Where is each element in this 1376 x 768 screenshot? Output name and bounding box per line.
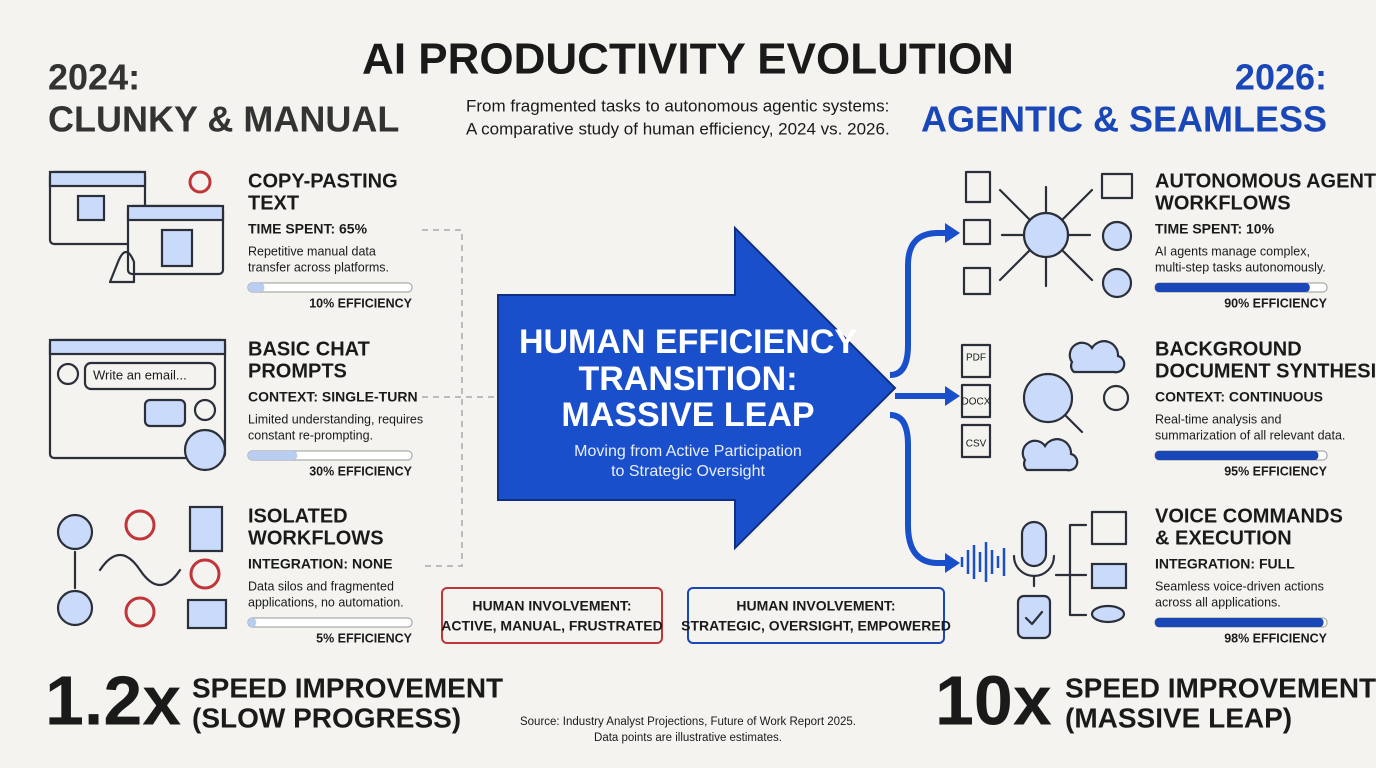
item-metric: TIME SPENT: 10% [1155,221,1275,237]
item-description: constant re-prompting. [248,428,373,442]
speed-factor: 10x [935,661,1052,739]
involvement-box [441,587,663,644]
item-title: ISOLATED [248,505,348,527]
item-metric: INTEGRATION: FULL [1155,556,1295,572]
efficiency-label: 10% EFFICIENCY [309,296,412,310]
item-title: BACKGROUND [1155,338,1302,360]
efficiency-bar [1155,618,1324,627]
item-title: BASIC CHAT [248,338,370,360]
item-description: transfer across platforms. [248,260,389,274]
efficiency-track [247,617,413,628]
item-description: applications, no automation. [248,595,404,609]
center-subtitle: to Strategic Oversight [611,463,765,480]
efficiency-bar [248,618,257,627]
speed-text: (MASSIVE LEAP) [1065,702,1292,733]
item-description: AI agents manage complex, [1155,244,1310,258]
center-title: MASSIVE LEAP [561,396,814,434]
item-description: Repetitive manual data [248,244,376,258]
agent-icon [962,170,1134,299]
efficiency-track [247,282,413,293]
item-description: Real-time analysis and [1155,412,1281,426]
speed-text: SPEED IMPROVEMENT [1065,672,1376,703]
item-title: TEXT [248,192,299,214]
efficiency-bar [1155,283,1310,292]
connector [422,229,496,567]
item-description: Limited understanding, requires [248,412,423,426]
transition-arrow [497,225,897,551]
efficiency-label: 95% EFFICIENCY [1224,464,1327,478]
voice-icon [960,510,1128,640]
involvement-box [687,587,945,644]
involvement-text: ACTIVE, MANUAL, FRUSTRATED [441,618,662,634]
efficiency-label: 90% EFFICIENCY [1224,296,1327,310]
speed-factor: 1.2x [45,661,181,739]
efficiency-bar [1155,451,1319,460]
right-heading: 2026: [1235,57,1327,98]
branch-arrows [889,230,948,566]
item-metric: CONTEXT: CONTINUOUS [1155,389,1323,405]
subtitle: A comparative study of human efficiency,… [466,119,890,138]
efficiency-label: 98% EFFICIENCY [1224,631,1327,645]
source: Data points are illustrative estimates. [594,732,782,744]
source: Source: Industry Analyst Projections, Fu… [520,716,856,728]
title: AI PRODUCTIVITY EVOLUTION [362,35,1014,84]
file-label: PDF [966,353,986,364]
chat-icon: Write an email... [48,338,227,472]
efficiency-label: 30% EFFICIENCY [309,464,412,478]
center-title: TRANSITION: [578,360,797,398]
efficiency-bar [248,451,298,460]
efficiency-label: 5% EFFICIENCY [316,631,413,645]
left-heading: 2024: [48,57,140,98]
file-label: DOCX [962,397,991,408]
arrow-heads [945,223,960,573]
item-metric: INTEGRATION: NONE [248,556,392,572]
item-description: summarization of all relevant data. [1155,428,1345,442]
documents-icon: PDF DOCX CSV [960,340,1130,472]
involvement-text: HUMAN INVOLVEMENT: [472,598,631,614]
item-description: Data silos and fragmented [248,579,394,593]
item-metric: TIME SPENT: 65% [248,221,368,237]
speed-text: SPEED IMPROVEMENT [192,672,503,703]
file-label: CSV [966,439,987,450]
item-title: WORKFLOWS [248,527,384,549]
item-title: DOCUMENT SYNTHESIS [1155,360,1376,382]
efficiency-bar [248,283,265,292]
item-description: Seamless voice-driven actions [1155,579,1324,593]
involvement-text: HUMAN INVOLVEMENT: [736,598,895,614]
item-title: WORKFLOWS [1155,192,1291,214]
center-subtitle: Moving from Active Participation [574,443,802,460]
item-title: VOICE COMMANDS [1155,505,1343,527]
involvement-text: STRATEGIC, OVERSIGHT, EMPOWERED [681,618,951,634]
left-heading: CLUNKY & MANUAL [48,99,399,140]
item-description: multi-step tasks autonomously. [1155,260,1326,274]
item-title: COPY-PASTING [248,170,398,192]
right-heading: AGENTIC & SEAMLESS [921,99,1327,140]
subtitle: From fragmented tasks to autonomous agen… [466,96,889,115]
item-title: PROMPTS [248,360,347,382]
isolated-icon [56,505,228,630]
item-title: AUTONOMOUS AGENT [1155,170,1376,192]
center-title: HUMAN EFFICIENCY [519,323,857,361]
item-title: & EXECUTION [1155,527,1292,549]
speed-text: (SLOW PROGRESS) [192,702,461,733]
copy-paste-icon [48,170,225,284]
chat-input-text: Write an email... [93,367,187,382]
item-metric: CONTEXT: SINGLE-TURN [248,389,418,405]
item-description: across all applications. [1155,595,1281,609]
